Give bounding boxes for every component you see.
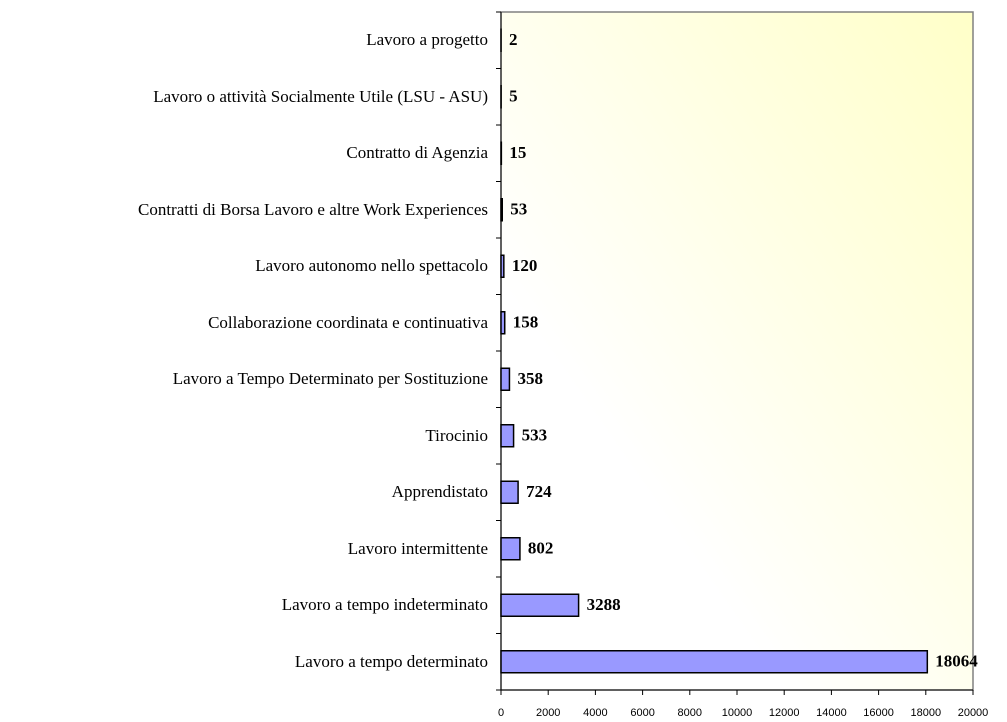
y-tick-label: Lavoro a Tempo Determinato per Sostituzi…	[0, 351, 488, 408]
category-text: Lavoro intermittente	[347, 538, 488, 558]
y-tick-label: Apprendistato	[0, 464, 488, 521]
bar	[500, 198, 504, 222]
category-text: Lavoro a tempo indeterminato	[281, 595, 488, 615]
y-tick-label: Lavoro a tempo determinato	[0, 634, 488, 691]
x-tick-label: 2000	[536, 707, 560, 719]
data-label: 724	[526, 482, 552, 501]
plot-area	[500, 11, 974, 691]
bar	[500, 424, 515, 448]
x-tick-label: 20000	[958, 707, 989, 719]
data-label: 802	[528, 539, 554, 558]
y-tick-label: Collaborazione coordinata e continuativa	[0, 295, 488, 352]
x-tick-label: 12000	[769, 707, 800, 719]
data-label: 158	[513, 313, 539, 332]
category-text: Contratti di Borsa Lavoro e altre Work E…	[137, 199, 488, 219]
x-tick-label: 16000	[863, 707, 894, 719]
y-tick-label: Lavoro o attività Socialmente Utile (LSU…	[0, 69, 488, 126]
category-text: Lavoro autonomo nello spettacolo	[255, 256, 488, 276]
category-text: Apprendistato	[391, 482, 488, 502]
x-tick-label: 8000	[678, 707, 702, 719]
x-tick-label: 4000	[583, 707, 607, 719]
x-tick-label: 18000	[911, 707, 942, 719]
y-tick-label: Tirocinio	[0, 408, 488, 465]
category-text: Lavoro a tempo determinato	[294, 651, 488, 671]
data-label: 5	[509, 87, 518, 106]
bar	[500, 311, 506, 335]
y-tick-label: Contratto di Agenzia	[0, 125, 488, 182]
y-tick-label: Lavoro a progetto	[0, 12, 488, 69]
category-text: Lavoro a Tempo Determinato per Sostituzi…	[172, 369, 488, 389]
x-tick-label: 10000	[722, 707, 753, 719]
data-label: 2	[509, 30, 518, 49]
y-tick-label: Lavoro a tempo indeterminato	[0, 577, 488, 634]
category-text: Lavoro o attività Socialmente Utile (LSU…	[153, 86, 488, 106]
y-tick-label: Contratti di Borsa Lavoro e altre Work E…	[0, 182, 488, 239]
data-label: 120	[512, 256, 538, 275]
data-label: 53	[510, 200, 527, 219]
bar	[500, 650, 929, 674]
bar	[500, 593, 580, 617]
bar	[500, 367, 511, 391]
category-text: Contratto di Agenzia	[346, 143, 488, 163]
x-tick-label: 0	[498, 707, 504, 719]
bar	[500, 254, 505, 278]
y-tick-label: Lavoro intermittente	[0, 521, 488, 578]
x-tick-label: 6000	[630, 707, 654, 719]
data-label: 533	[522, 426, 548, 445]
bar	[500, 537, 521, 561]
category-text: Tirocinio	[425, 425, 488, 445]
data-label: 358	[517, 369, 543, 388]
x-tick-label: 14000	[816, 707, 847, 719]
data-label: 18064	[935, 652, 978, 671]
data-label: 15	[509, 143, 526, 162]
category-text: Collaborazione coordinata e continuativa	[208, 312, 488, 332]
y-tick-label: Lavoro autonomo nello spettacolo	[0, 238, 488, 295]
data-label: 3288	[587, 595, 621, 614]
bar	[500, 480, 519, 504]
category-text: Lavoro a progetto	[366, 30, 488, 50]
